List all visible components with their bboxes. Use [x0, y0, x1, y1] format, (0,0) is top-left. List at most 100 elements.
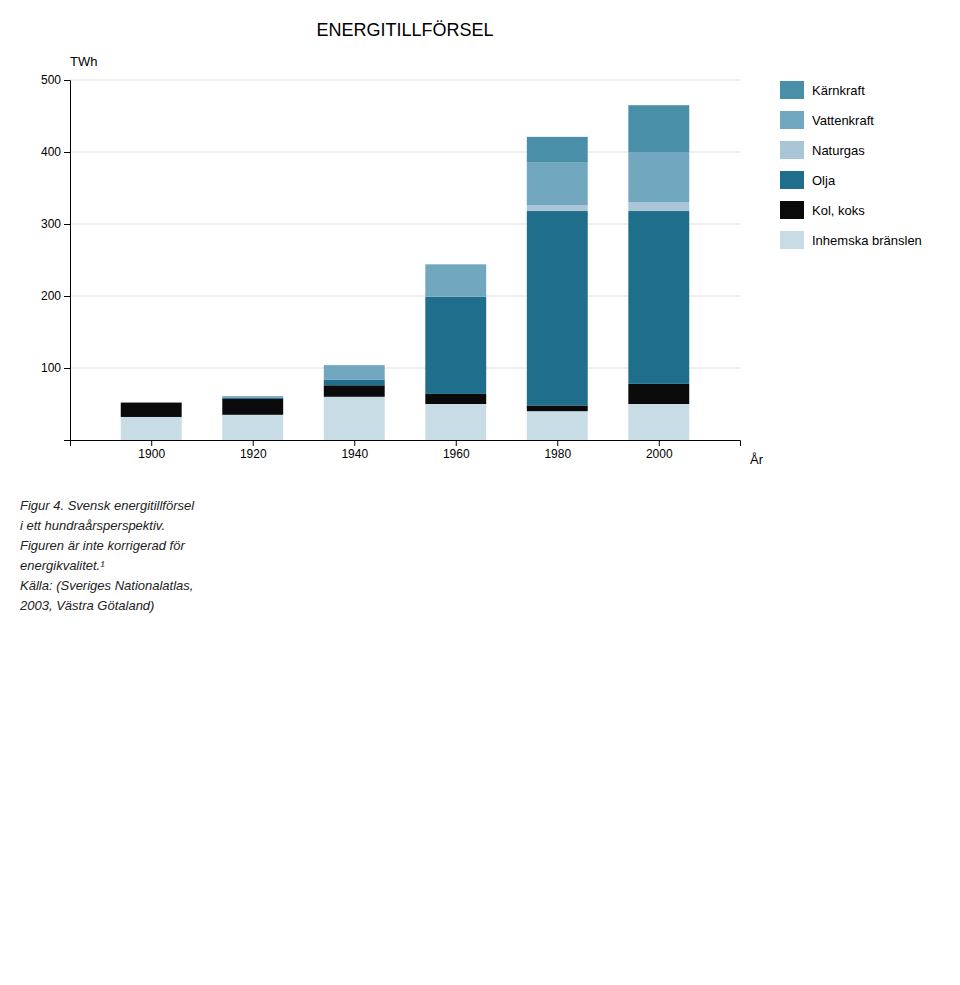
legend-label: Kol, koks — [812, 203, 865, 218]
x-tick-label: 1980 — [544, 447, 571, 461]
legend-swatch — [780, 231, 804, 249]
legend-swatch — [780, 111, 804, 129]
legend-swatch — [780, 81, 804, 99]
bar — [425, 404, 486, 440]
x-tick: 1940 — [341, 440, 368, 461]
grid-line — [70, 80, 740, 81]
bar — [628, 404, 689, 440]
x-tick: 1980 — [544, 440, 571, 461]
bar — [628, 211, 689, 384]
x-tick: 2000 — [646, 440, 673, 461]
bar — [628, 384, 689, 404]
x-tick-label: 2000 — [646, 447, 673, 461]
bar-series — [222, 211, 689, 405]
x-axis-line — [71, 441, 741, 447]
legend-swatch — [780, 141, 804, 159]
legend-label: Kärnkraft — [812, 83, 865, 98]
annotation: i ett hundraårsperspektiv. — [20, 518, 165, 533]
bar — [324, 365, 385, 366]
legend-label: Olja — [812, 173, 836, 188]
bar — [425, 297, 486, 394]
x-tick-mark — [456, 440, 457, 446]
bar — [324, 385, 385, 397]
legend-label: Naturgas — [812, 143, 865, 158]
x-tick-mark — [151, 440, 152, 446]
legend-item: Olja — [780, 171, 836, 189]
legend-item: Naturgas — [780, 141, 865, 159]
y-tick-label: 200 — [41, 289, 61, 303]
y-tick: 200 — [41, 289, 70, 303]
annotation: Källa: (Sveriges Nationalatlas, — [20, 578, 193, 593]
bar — [628, 152, 689, 202]
bar — [222, 399, 283, 415]
annotation: Figur 4. Svensk energitillförsel — [20, 498, 195, 513]
x-tick: 1920 — [240, 440, 267, 461]
bar — [222, 398, 283, 399]
y-axis: 100 200 300 400 500 — [41, 73, 71, 440]
bar — [222, 397, 283, 398]
bar — [527, 411, 588, 440]
bar — [527, 211, 588, 405]
x-tick-label: 1940 — [341, 447, 368, 461]
annotation: 2003, Västra Götaland) — [19, 598, 154, 613]
bar — [628, 105, 689, 152]
x-tick-mark — [354, 440, 355, 446]
bar-series — [121, 384, 689, 417]
bar — [628, 202, 689, 211]
legend-item: Inhemska bränslen — [780, 231, 922, 249]
chart: ENERGITILLFÖRSEL 1900 1920 1940 1960 1980 2000… — [0, 0, 960, 985]
bar — [527, 162, 588, 205]
bar — [527, 405, 588, 411]
y-tick: 300 — [41, 217, 70, 231]
y-tick-label: 100 — [41, 361, 61, 375]
x-axis: 1900 1920 1940 1960 1980 2000 — [71, 440, 741, 461]
legend-swatch — [780, 201, 804, 219]
bar — [121, 402, 182, 403]
legend-item: Kol, koks — [780, 201, 865, 219]
bar-series — [527, 105, 689, 162]
x-axis-title: År — [750, 452, 764, 467]
annotation: energikvalitet.¹ — [20, 558, 105, 573]
x-tick: 1900 — [138, 440, 165, 461]
x-tick: 1960 — [443, 440, 470, 461]
legend-item: Kärnkraft — [780, 81, 865, 99]
y-tick: 100 — [41, 361, 70, 375]
y-tick-label: 400 — [41, 145, 61, 159]
y-axis-line — [64, 81, 71, 441]
bar — [527, 137, 588, 162]
y-tick-label: 300 — [41, 217, 61, 231]
bar — [324, 380, 385, 386]
bar — [425, 394, 486, 404]
annotation: Figuren är inte korrigerad för — [20, 538, 185, 553]
x-tick-mark — [557, 440, 558, 446]
legend-swatch — [780, 171, 804, 189]
legend: Kärnkraft Vattenkraft Naturgas Olja Kol, kok… — [780, 81, 922, 249]
bar — [222, 396, 283, 397]
bar — [425, 264, 486, 265]
y-tick-mark — [64, 80, 70, 81]
bar — [324, 365, 385, 379]
bar — [425, 264, 486, 296]
bar-series — [121, 397, 689, 440]
y-axis-title: TWh — [70, 54, 97, 69]
annotations: Figur 4. Svensk energitillförsel i ett hu… — [19, 498, 195, 613]
bar — [222, 415, 283, 440]
x-tick-label: 1900 — [138, 447, 165, 461]
y-tick-mark — [64, 152, 70, 153]
bars — [121, 105, 689, 440]
y-tick-mark — [64, 224, 70, 225]
legend-label: Vattenkraft — [812, 113, 874, 128]
title: ENERGITILLFÖRSEL — [316, 20, 493, 40]
x-tick-mark — [659, 440, 660, 446]
legend-item: Vattenkraft — [780, 111, 874, 129]
bar — [121, 417, 182, 440]
bar — [121, 402, 182, 403]
bar — [222, 396, 283, 397]
bar — [121, 402, 182, 403]
y-tick-mark — [64, 296, 70, 297]
y-tick: 500 — [41, 73, 70, 87]
x-tick-label: 1920 — [240, 447, 267, 461]
y-tick-mark — [64, 368, 70, 369]
x-tick-label: 1960 — [443, 447, 470, 461]
bar — [324, 397, 385, 440]
